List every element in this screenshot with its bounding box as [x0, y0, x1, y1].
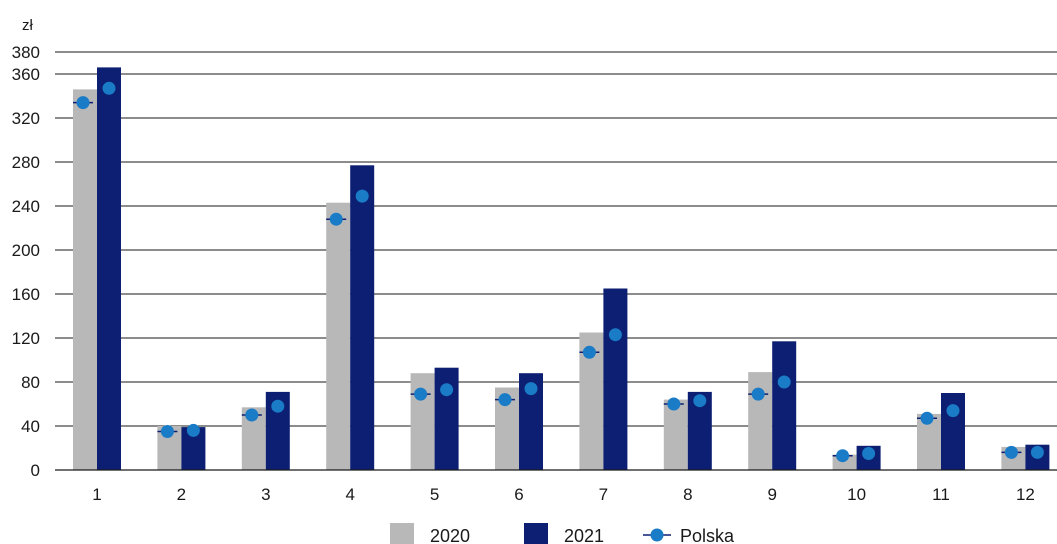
y-tick-label: 160: [12, 285, 40, 304]
y-tick-label: 40: [21, 417, 40, 436]
bars: [73, 67, 1050, 471]
legend-label-polska: Polska: [680, 526, 735, 544]
polska-marker: [186, 423, 200, 437]
polska-marker: [355, 189, 369, 203]
x-tick-label: 9: [767, 485, 776, 504]
bar-2020: [73, 89, 97, 471]
x-tick-label: 3: [261, 485, 270, 504]
gridlines: [55, 51, 1057, 427]
polska-marker: [693, 394, 707, 408]
bar-2020: [663, 399, 688, 470]
x-tick-label: 5: [430, 485, 439, 504]
polska-marker: [329, 212, 343, 226]
y-axis-unit-label: zł: [22, 17, 34, 34]
polska-marker: [102, 81, 116, 95]
y-tick-label: 380: [12, 43, 40, 62]
polska-marker: [667, 397, 681, 411]
x-tick-label: 4: [345, 485, 354, 504]
bar-2021: [772, 341, 797, 470]
x-tick-label: 7: [599, 485, 608, 504]
y-tick-label: 80: [21, 373, 40, 392]
y-axis-ticks: 0 40 80 120 160 200 240 280 320 360 380: [12, 43, 40, 480]
polska-marker: [524, 382, 538, 396]
legend-marker-polska: [650, 528, 664, 542]
x-tick-label: 1: [92, 485, 101, 504]
x-axis-ticks: 1 2 3 4 5 6 7 8 9 10 11 12: [92, 485, 1035, 504]
y-tick-label: 360: [12, 65, 40, 84]
bar-2020: [748, 372, 773, 470]
bar-2021: [97, 67, 121, 471]
bar-2021: [350, 165, 375, 471]
x-tick-label: 11: [932, 485, 950, 504]
x-tick-label: 12: [1016, 485, 1035, 504]
polska-marker: [76, 96, 90, 110]
y-tick-label: 240: [12, 197, 40, 216]
polska-marker: [608, 328, 622, 342]
y-tick-label: 0: [31, 461, 40, 480]
legend-label-2020: 2020: [430, 526, 470, 544]
polska-marker: [582, 345, 596, 359]
bar-2021: [603, 288, 628, 470]
polska-marker: [440, 383, 454, 397]
x-tick-label: 10: [847, 485, 866, 504]
polska-marker: [498, 393, 512, 407]
x-tick-label: 6: [514, 485, 523, 504]
legend-label-2021: 2021: [564, 526, 604, 544]
x-tick-label: 2: [177, 485, 186, 504]
polska-marker: [414, 387, 428, 401]
polska-marker: [836, 449, 850, 463]
legend-swatch-2020: [390, 523, 414, 544]
polska-marker: [920, 411, 934, 425]
polska-marker: [777, 375, 791, 389]
x-tick-label: 8: [683, 485, 692, 504]
bar-2020: [241, 407, 266, 470]
polska-marker: [751, 387, 765, 401]
polska-marker: [271, 399, 285, 413]
polska-markers: [73, 81, 1048, 463]
polska-marker: [1004, 445, 1018, 459]
y-tick-label: 280: [12, 153, 40, 172]
polska-marker: [862, 447, 876, 460]
y-tick-label: 120: [12, 329, 40, 348]
y-tick-label: 200: [12, 241, 40, 260]
bar-2020: [410, 373, 435, 470]
polska-marker: [245, 408, 259, 422]
legend: 2020 2021 Polska: [390, 523, 735, 544]
polska-marker: [160, 425, 174, 438]
polska-marker: [1030, 445, 1044, 459]
legend-swatch-2021: [524, 523, 548, 544]
bar-2020: [326, 202, 351, 470]
polska-marker: [946, 404, 960, 418]
y-tick-label: 320: [12, 109, 40, 128]
bar-2021: [434, 367, 459, 470]
